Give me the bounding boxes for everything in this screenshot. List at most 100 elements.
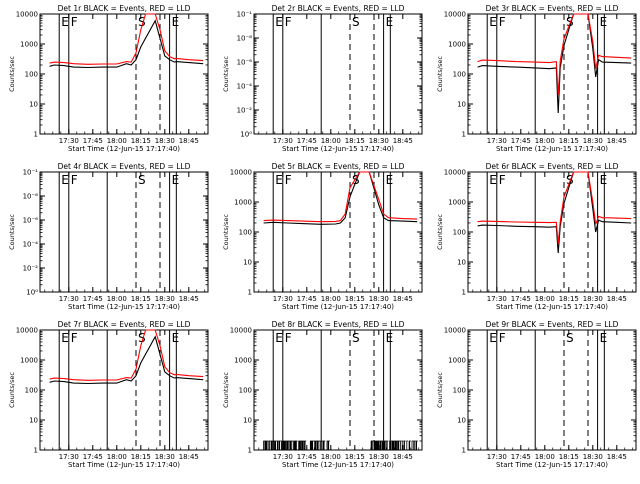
panel-title: Det 8r BLACK = Events, RED = LLD [272,320,405,329]
y-tick-label: 1 [248,447,252,455]
series-line-lld [263,171,418,223]
event-marker-label: F [499,173,506,187]
x-axis-label: Start Time (12-Jun-15 17:17:40) [282,303,394,311]
y-tick-label: 1000 [448,199,466,207]
y-tick-label: 10 [29,101,38,109]
x-tick-label: 18:30 [155,453,175,461]
y-tick-label: 1 [462,131,466,139]
panel-title: Det 6r BLACK = Events, RED = LLD [486,162,619,171]
x-tick-label: 18:45 [607,137,627,145]
x-tick-label: 17:30 [273,295,293,303]
y-tick-label: 1000 [448,357,466,365]
panel-title: Det 1r BLACK = Events, RED = LLD [58,4,191,13]
y-tick-label: 10⁻⁶ [23,217,39,225]
y-tick-label: 10⁻² [23,265,39,273]
x-tick-label: 18:15 [131,295,151,303]
x-tick-label: 17:45 [297,137,317,145]
event-marker-label: E [600,173,608,187]
x-tick-label: 17:30 [487,295,507,303]
x-tick-label: 18:45 [393,295,413,303]
x-tick-label: 18:30 [155,295,175,303]
y-tick-label: 1000 [234,199,252,207]
x-tick-label: 17:30 [273,137,293,145]
x-tick-label: 17:30 [59,295,79,303]
y-axis-label: Counts/sec [8,372,16,408]
y-tick-label: 10 [457,259,466,267]
x-tick-label: 17:30 [273,453,293,461]
event-marker-label: F [285,15,292,29]
x-tick-label: 17:45 [511,453,531,461]
y-tick-label: 10⁻⁶ [237,59,253,67]
series-line-events [477,171,632,254]
x-tick-label: 18:00 [107,453,127,461]
x-tick-label: 17:30 [487,453,507,461]
panel-det-3: Det 3r BLACK = Events, RED = LLD 1 10 100 10… [436,4,637,153]
event-marker-label: S [352,15,360,29]
panel-det-7: Det 7r BLACK = Events, RED = LLD 1 10 100 10… [8,320,209,469]
x-tick-label: 17:45 [297,295,317,303]
x-tick-label: 18:30 [583,295,603,303]
event-marker-label: F [285,173,292,187]
y-tick-label: 10 [457,417,466,425]
x-tick-label: 17:45 [511,137,531,145]
y-axis-label: Counts/sec [436,56,444,92]
y-tick-label: 10⁻⁸ [23,193,39,201]
event-marker-label: E [61,173,69,187]
y-tick-label: 10⁰ [240,131,252,139]
y-tick-label: 1000 [20,357,38,365]
panel-det-8: Det 8r BLACK = Events, RED = LLD 1 10 100 10… [222,320,423,469]
x-tick-label: 18:30 [369,295,389,303]
y-axis-label: Counts/sec [222,372,230,408]
x-tick-label: 18:00 [321,295,341,303]
series-line-lld [477,13,632,96]
x-tick-label: 17:45 [511,295,531,303]
plot-frame [467,171,637,293]
y-tick-label: 100 [453,71,466,79]
event-marker-label: E [61,331,69,345]
x-tick-label: 17:45 [83,295,103,303]
y-tick-label: 10000 [444,169,466,177]
x-tick-label: 18:00 [107,137,127,145]
y-tick-label: 10 [29,417,38,425]
series-line-events [49,19,204,69]
x-tick-label: 18:00 [321,137,341,145]
y-tick-label: 1 [34,131,38,139]
y-tick-label: 1000 [448,41,466,49]
event-marker-label: E [489,15,497,29]
y-tick-label: 10 [243,417,252,425]
x-tick-label: 18:15 [131,137,151,145]
x-tick-label: 18:45 [179,295,199,303]
event-marker-label: E [489,331,497,345]
x-tick-label: 17:30 [59,453,79,461]
x-tick-label: 18:30 [583,137,603,145]
y-tick-label: 10⁻⁸ [237,35,253,43]
y-tick-label: 10⁻² [237,107,253,115]
plot-frame [467,13,637,135]
y-axis-label: Counts/sec [436,214,444,250]
series-line-events [263,440,418,451]
y-tick-label: 100 [239,387,252,395]
y-tick-label: 10⁻⁴ [237,83,253,91]
x-tick-label: 18:30 [155,137,175,145]
event-marker-label: F [71,15,78,29]
y-tick-label: 10000 [16,11,38,19]
plot-frame [467,329,637,451]
x-axis-label: Start Time (12-Jun-15 17:17:40) [282,461,394,469]
y-tick-label: 10⁻¹ [237,11,253,19]
x-tick-label: 18:30 [583,453,603,461]
panel-det-1: Det 1r BLACK = Events, RED = LLD 1 10 100 10… [8,4,209,153]
series-line-lld [477,171,632,244]
y-axis-label: Counts/sec [8,56,16,92]
y-tick-label: 100 [25,387,38,395]
series-line-lld [49,329,204,381]
event-marker-label: E [172,15,180,29]
y-tick-label: 1 [462,447,466,455]
event-marker-label: E [386,173,394,187]
plot-frame [39,329,209,451]
panel-title: Det 3r BLACK = Events, RED = LLD [486,4,619,13]
plot-frame [253,171,423,293]
x-tick-label: 18:45 [607,295,627,303]
event-marker-label: F [71,331,78,345]
y-tick-label: 1000 [20,41,38,49]
